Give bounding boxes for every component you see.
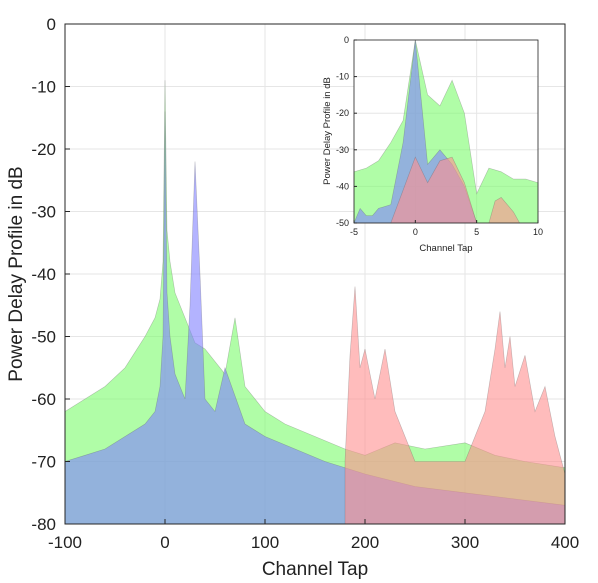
- inset-plot: -5 0 5 10 0-10-20-30-40-50 Channel Tap Powe…: [322, 35, 543, 254]
- inset-y-tick-label: 0: [344, 35, 349, 45]
- main-y-tick-label: -80: [31, 515, 56, 534]
- inset-x-tick-label: 10: [533, 227, 543, 237]
- inset-series-group: [353, 39, 539, 224]
- main-series-group: [64, 80, 566, 525]
- main-x-tick-label: 200: [351, 533, 379, 552]
- inset-series-area-2: [390, 156, 521, 224]
- main-y-tick-label: 0: [47, 15, 56, 34]
- inset-y-axis-label: Power Delay Profile in dB: [322, 77, 333, 185]
- inset-y-tick-label: -10: [336, 72, 349, 82]
- main-x-ticks: -100 0 100 200 300 400: [48, 519, 579, 552]
- main-x-tick-label: -100: [48, 533, 82, 552]
- inset-x-tick-label: -5: [350, 227, 358, 237]
- main-x-tick-label: 400: [551, 533, 579, 552]
- inset-x-ticks: -5 0 5 10: [350, 220, 543, 237]
- main-x-tick-label: 0: [160, 533, 169, 552]
- main-x-tick-label: 100: [251, 533, 279, 552]
- main-y-tick-label: -50: [31, 328, 56, 347]
- main-x-tick-label: 300: [451, 533, 479, 552]
- main-y-tick-label: -60: [31, 390, 56, 409]
- main-series-area-2: [344, 286, 566, 525]
- inset-y-tick-label: -50: [336, 218, 349, 228]
- inset-y-tick-label: -40: [336, 181, 349, 191]
- inset-x-tick-label: 5: [474, 227, 479, 237]
- inset-y-tick-label: -30: [336, 145, 349, 155]
- main-y-axis-label: Power Delay Profile in dB: [6, 166, 27, 381]
- inset-plot-frame: [353, 39, 539, 224]
- inset-y-tick-label: -20: [336, 108, 349, 118]
- main-y-tick-label: -10: [31, 78, 56, 97]
- main-y-tick-label: -70: [31, 453, 56, 472]
- main-y-tick-label: -40: [31, 265, 56, 284]
- inset-y-ticks: 0 -10 -20 -30 -40 -50: [336, 35, 357, 228]
- main-y-tick-label: -30: [31, 203, 56, 222]
- inset-x-tick-label: 0: [413, 227, 418, 237]
- inset-x-axis-label: Channel Tap: [419, 243, 472, 254]
- main-x-axis-label: Channel Tap: [262, 559, 368, 580]
- main-y-ticks: 0 -10 -20 -30 -40 -50 -60 -70 -80: [31, 15, 70, 534]
- main-y-tick-label: -20: [31, 140, 56, 159]
